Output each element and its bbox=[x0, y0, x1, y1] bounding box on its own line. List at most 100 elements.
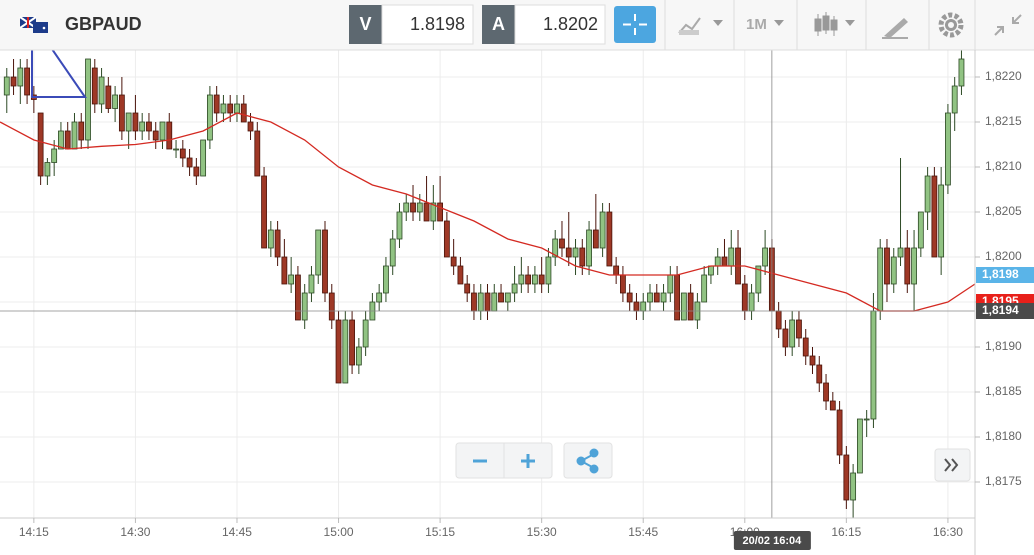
candle-body bbox=[437, 202, 444, 222]
x-tick-label: 14:30 bbox=[120, 525, 150, 539]
candle-body bbox=[416, 202, 423, 213]
x-tick-label: 15:15 bbox=[425, 525, 455, 539]
price-marker-label: 1,8194 bbox=[982, 303, 1019, 317]
candle-body bbox=[586, 229, 592, 267]
candle-body bbox=[288, 274, 295, 285]
candle-body bbox=[633, 301, 640, 312]
bid-price: 1.8198 bbox=[410, 14, 465, 34]
candle-body bbox=[951, 85, 958, 114]
chart-type-button[interactable] bbox=[678, 17, 723, 35]
candle-body bbox=[71, 121, 78, 150]
candle-body bbox=[322, 229, 328, 294]
candle-body bbox=[328, 292, 335, 321]
candle-body bbox=[687, 292, 694, 321]
candle-body bbox=[125, 112, 132, 132]
candle-body bbox=[755, 265, 762, 294]
y-tick-label: 1,8185 bbox=[985, 384, 1022, 398]
moving-average bbox=[0, 112, 976, 312]
candle-body bbox=[938, 184, 945, 258]
candle-body bbox=[146, 121, 152, 132]
candle-body bbox=[775, 310, 782, 330]
bid-box[interactable] bbox=[381, 4, 474, 45]
candle-body bbox=[159, 121, 166, 141]
candle-body bbox=[389, 238, 396, 267]
timeframe-arrow[interactable] bbox=[774, 20, 784, 26]
candle-body bbox=[457, 265, 464, 285]
candle-body bbox=[884, 247, 890, 285]
candle-body bbox=[105, 85, 112, 109]
candle-body bbox=[200, 139, 207, 177]
y-tick-label: 1,8210 bbox=[985, 159, 1022, 173]
ask-badge[interactable] bbox=[482, 5, 515, 44]
candle-body bbox=[37, 112, 44, 177]
drawing-triangle[interactable] bbox=[31, 16, 87, 98]
candle-body bbox=[355, 346, 362, 366]
crosshair-time-label: 20/02 16:04 bbox=[743, 535, 803, 547]
ask-letter: A bbox=[492, 14, 505, 34]
candle-body bbox=[870, 310, 877, 420]
collapse-button[interactable] bbox=[994, 14, 1022, 36]
draw-tool-button[interactable] bbox=[882, 18, 908, 39]
candle-body bbox=[383, 265, 389, 294]
zoom-in[interactable] bbox=[521, 454, 535, 468]
candle-body bbox=[545, 256, 552, 285]
scroll-end-button[interactable] bbox=[934, 448, 971, 482]
candle-body bbox=[741, 283, 748, 312]
candle-body bbox=[213, 94, 220, 114]
candle-body bbox=[362, 319, 369, 348]
x-tick-label: 14:15 bbox=[19, 525, 49, 539]
symbol[interactable]: GBPAUD bbox=[65, 14, 142, 34]
candle-body bbox=[680, 292, 687, 321]
ask-box[interactable] bbox=[514, 4, 606, 45]
bid-badge[interactable] bbox=[349, 5, 382, 44]
candle-body bbox=[640, 301, 647, 312]
candle-body bbox=[613, 265, 620, 276]
candle-body bbox=[430, 202, 437, 222]
price-marker-label: 1,8198 bbox=[982, 267, 1019, 281]
candle-body bbox=[423, 202, 430, 222]
candle-body bbox=[579, 247, 586, 267]
candle-type-button[interactable] bbox=[814, 12, 855, 36]
crosshair-time-box bbox=[733, 531, 811, 550]
y-tick-label: 1,8190 bbox=[985, 339, 1022, 353]
settings-button[interactable] bbox=[938, 12, 964, 38]
candle-body bbox=[58, 130, 64, 150]
candle-body bbox=[498, 292, 504, 303]
candle-body bbox=[491, 292, 498, 312]
candle-body bbox=[281, 256, 288, 285]
ask-price: 1.8202 bbox=[543, 14, 598, 34]
candle-body bbox=[728, 247, 735, 267]
y-tick-label: 1,8215 bbox=[985, 114, 1022, 128]
x-tick-label: 15:45 bbox=[628, 525, 658, 539]
flag-icon bbox=[19, 16, 48, 33]
candle-body bbox=[132, 112, 139, 132]
candle-body bbox=[796, 319, 802, 339]
candle-body bbox=[443, 220, 450, 258]
candle-body bbox=[91, 67, 98, 105]
x-axis-panel bbox=[0, 518, 1034, 555]
candle-body bbox=[173, 148, 179, 151]
candle-body bbox=[592, 229, 599, 249]
candle-body bbox=[816, 364, 823, 384]
candle-body bbox=[789, 319, 796, 348]
candle-body bbox=[464, 283, 471, 294]
candle-body bbox=[911, 247, 917, 285]
candle-body bbox=[552, 238, 559, 258]
candle-body bbox=[660, 292, 667, 303]
zoom-controls bbox=[455, 442, 971, 482]
candle-body bbox=[335, 319, 342, 384]
candle-body bbox=[112, 94, 119, 109]
candle-body bbox=[897, 247, 904, 258]
candle-body bbox=[240, 103, 247, 123]
share-button[interactable] bbox=[563, 442, 613, 479]
crosshair-button[interactable] bbox=[614, 6, 656, 43]
candle-body bbox=[98, 76, 105, 105]
toolbar-separators bbox=[664, 0, 976, 50]
price-marker bbox=[976, 303, 1034, 319]
candle-body bbox=[315, 229, 322, 276]
timeframe[interactable]: 1M bbox=[746, 16, 767, 33]
candle-body bbox=[234, 103, 240, 114]
candle-body bbox=[267, 229, 274, 249]
